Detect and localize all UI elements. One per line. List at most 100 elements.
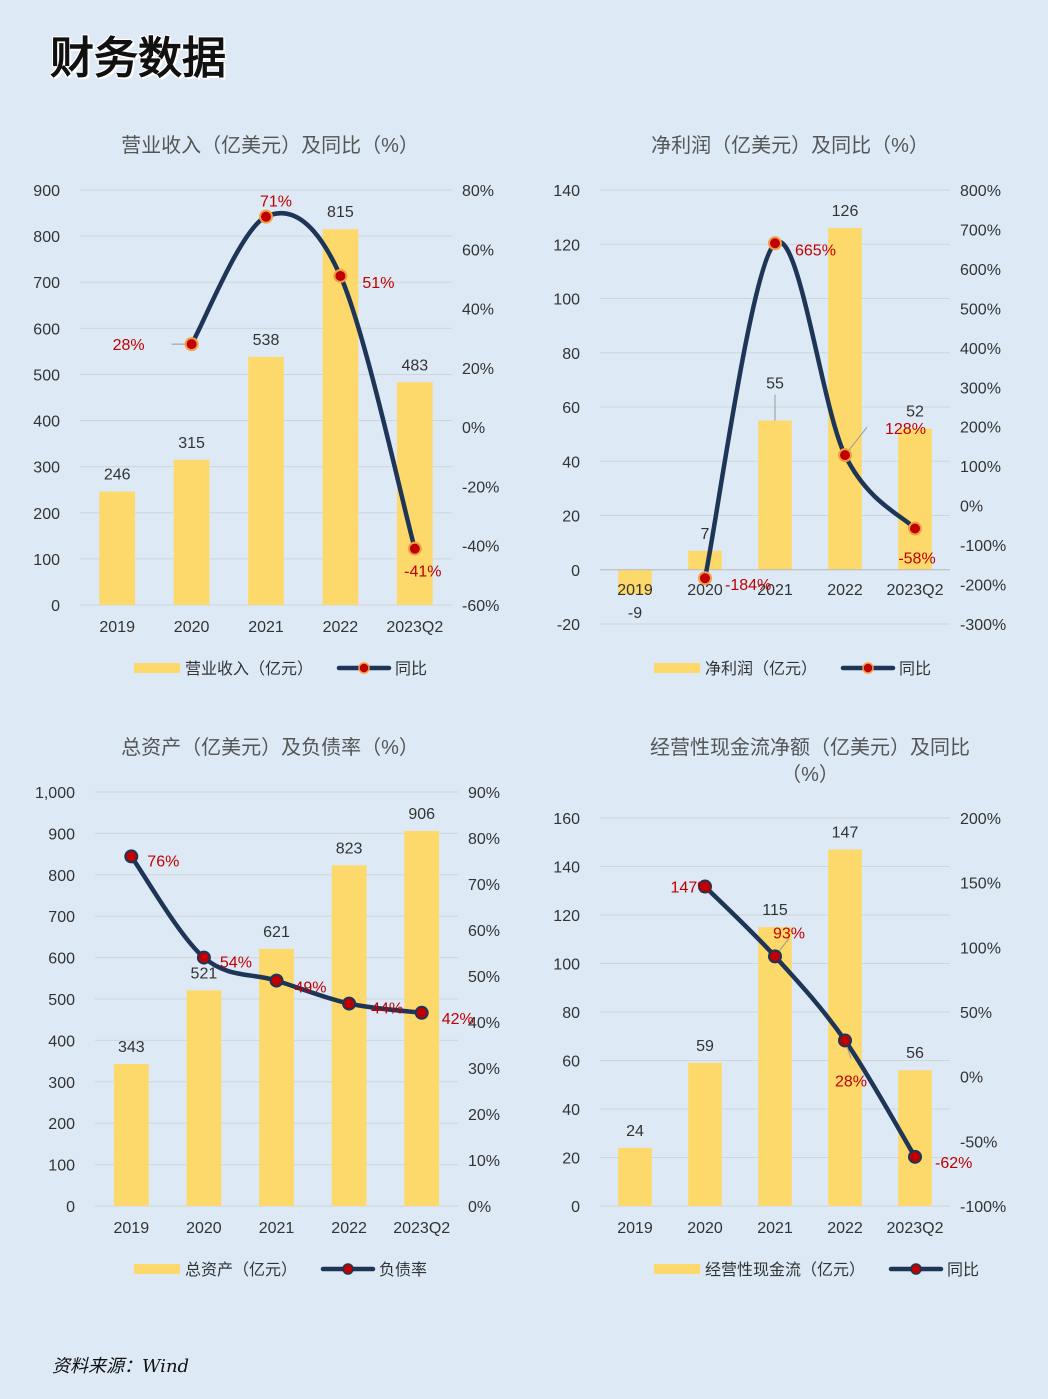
line-value-label: 128% xyxy=(885,421,926,438)
right-tick-label: 600% xyxy=(960,262,1001,279)
left-tick-label: 80 xyxy=(562,346,580,363)
line-point xyxy=(342,996,357,1011)
bar xyxy=(758,927,792,1206)
left-tick-label: -20 xyxy=(557,617,580,634)
x-tick-label: 2022 xyxy=(323,619,359,636)
x-tick-label: 2019 xyxy=(617,1220,653,1237)
bar-value-label: 55 xyxy=(766,376,784,393)
bar xyxy=(186,990,222,1206)
x-tick-label: 2022 xyxy=(827,1220,863,1237)
bar-value-label: 126 xyxy=(832,203,859,220)
line-value-label: 71% xyxy=(260,194,292,211)
left-tick-label: 0 xyxy=(571,1199,580,1216)
bar xyxy=(688,1062,722,1206)
left-tick-label: 400 xyxy=(33,414,60,431)
legend-bar-label: 经营性现金流（亿元） xyxy=(705,1261,865,1279)
left-tick-label: 0 xyxy=(51,598,60,615)
x-tick-label: 2021 xyxy=(259,1220,295,1237)
bar xyxy=(618,1147,652,1206)
right-tick-label: 150% xyxy=(960,876,1001,893)
legend-line-marker xyxy=(910,1263,922,1275)
x-tick-label: 2020 xyxy=(174,619,210,636)
right-tick-label: 80% xyxy=(468,831,500,848)
line-point xyxy=(908,521,922,536)
line-value-label: 76% xyxy=(147,853,179,870)
bar xyxy=(618,569,652,595)
left-tick-label: 300 xyxy=(33,460,60,477)
right-tick-label: -40% xyxy=(462,539,499,556)
chart-svg: 总资产（亿美元）及负债率（%） 0 100 200 300 400 500 600 700 800… xyxy=(35,736,500,1279)
right-tick-label: 20% xyxy=(468,1107,500,1124)
bar xyxy=(828,227,862,570)
left-tick-label: 60 xyxy=(562,1054,580,1071)
x-tick-label: 2020 xyxy=(687,1220,723,1237)
left-tick-label: 0 xyxy=(66,1199,75,1216)
operating-cashflow-chart: 经营性现金流净额（亿美元）及同比（%） 0 20 40 60 80 100 120 140 160… xyxy=(540,722,1040,1322)
right-tick-label: -300% xyxy=(960,617,1006,634)
chart-svg: 净利润（亿美元）及同比（%） -20 0 20 40 60 80 100 120 140 -300%… xyxy=(553,134,1006,678)
legend-line-label: 同比 xyxy=(947,1261,979,1279)
right-tick-label: 40% xyxy=(468,1015,500,1032)
line-point xyxy=(698,571,712,586)
left-tick-label: 900 xyxy=(48,826,75,843)
bar xyxy=(898,428,932,570)
line-value-label: 665% xyxy=(795,242,836,259)
right-tick-label: 200% xyxy=(960,811,1001,828)
line-series xyxy=(702,239,918,581)
left-tick-label: 700 xyxy=(48,909,75,926)
bar-value-label: 52 xyxy=(906,404,924,421)
left-tick-label: 200 xyxy=(48,1116,75,1133)
bar-value-label: 147 xyxy=(832,825,859,842)
bar xyxy=(259,948,294,1206)
x-tick-label: 2023Q2 xyxy=(393,1220,450,1237)
chart-svg: 经营性现金流净额（亿美元）及同比（%） 0 20 40 60 80 100 120 140 160… xyxy=(553,736,1006,1279)
left-tick-label: 200 xyxy=(33,506,60,523)
x-tick-label: 2020 xyxy=(687,582,723,599)
x-tick-label: 2023Q2 xyxy=(887,1220,944,1237)
right-tick-label: 10% xyxy=(468,1153,500,1170)
left-tick-label: 120 xyxy=(553,237,580,254)
line-point xyxy=(259,209,273,224)
total-assets-chart: 总资产（亿美元）及负债率（%） 0 100 200 300 400 500 600 700 800… xyxy=(20,722,520,1322)
right-tick-label: 100% xyxy=(960,459,1001,476)
source-note: 资料来源：Wind xyxy=(52,1356,190,1377)
left-tick-label: 800 xyxy=(33,229,60,246)
line-value-label: 54% xyxy=(220,955,252,972)
legend-line-label: 负债率 xyxy=(379,1261,427,1279)
legend-bar-label: 总资产（亿元） xyxy=(185,1261,297,1279)
right-tick-label: 80% xyxy=(462,183,494,200)
bar xyxy=(173,459,210,605)
left-tick-label: 600 xyxy=(33,321,60,338)
line-value-label: -184% xyxy=(725,577,771,594)
legend-line-label: 同比 xyxy=(395,660,427,678)
bar xyxy=(99,491,136,605)
line-value-label: 93% xyxy=(773,925,805,942)
chart-title: 净利润（亿美元）及同比（%） xyxy=(651,134,929,157)
line-point xyxy=(838,1033,852,1048)
right-tick-label: -200% xyxy=(960,578,1006,595)
bar xyxy=(322,229,359,605)
right-tick-label: 500% xyxy=(960,301,1001,318)
left-tick-label: 40 xyxy=(562,1102,580,1119)
bar xyxy=(688,550,722,570)
line-point xyxy=(196,950,211,965)
x-tick-label: 2019 xyxy=(617,582,653,599)
bar-value-label: 24 xyxy=(626,1123,644,1140)
left-tick-label: 160 xyxy=(553,811,580,828)
line-value-label: 147% xyxy=(671,880,712,897)
chart-svg: 营业收入（亿美元）及同比（%） 0 100 200 300 400 500 600 700 800… xyxy=(33,134,499,678)
right-tick-label: 40% xyxy=(462,302,494,319)
line-value-label: -62% xyxy=(935,1155,972,1172)
left-tick-label: 1,000 xyxy=(35,785,75,802)
bar-value-label: 521 xyxy=(191,965,218,982)
legend-line-marker xyxy=(342,1263,354,1275)
right-tick-label: 50% xyxy=(468,969,500,986)
line-point xyxy=(414,1005,429,1020)
bar-value-label: 483 xyxy=(401,357,428,374)
left-tick-label: 100 xyxy=(553,292,580,309)
legend-line-marker xyxy=(358,662,370,674)
left-tick-label: 20 xyxy=(562,509,580,526)
bar-value-label: 7 xyxy=(701,526,710,543)
line-point xyxy=(333,268,348,283)
legend-bar-swatch xyxy=(134,663,180,673)
